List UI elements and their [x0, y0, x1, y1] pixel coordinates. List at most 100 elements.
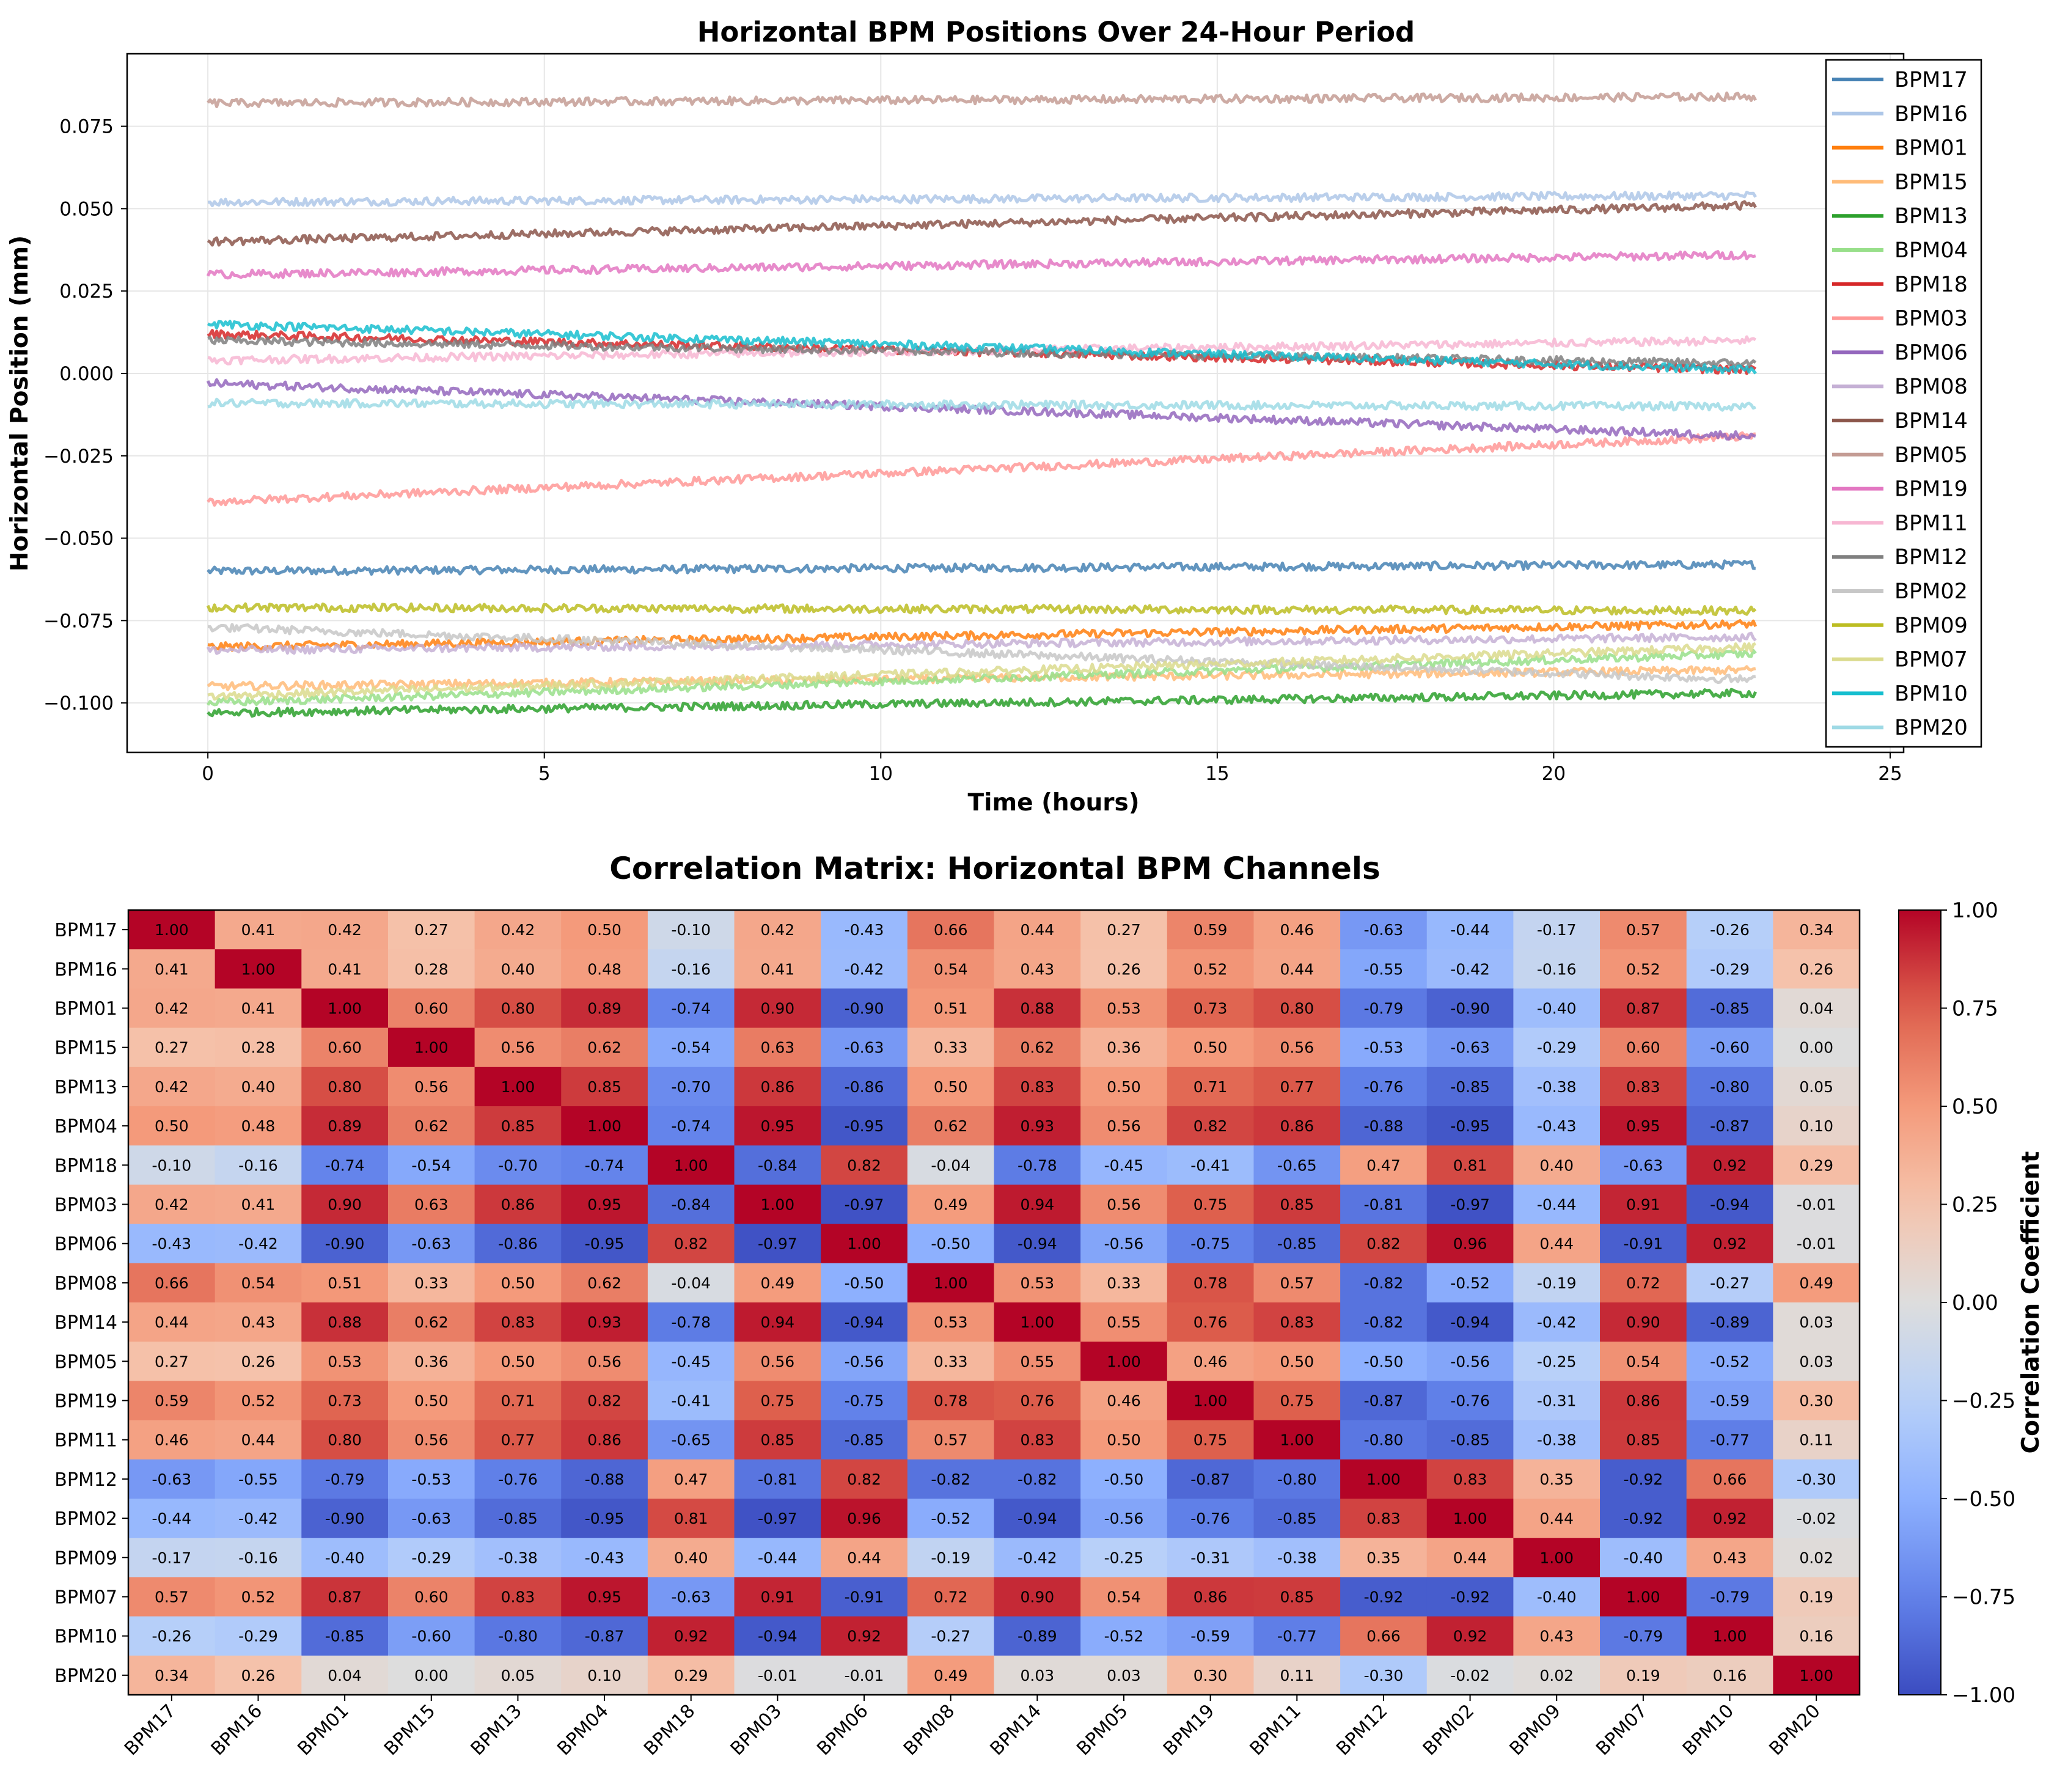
- heatmap-cell-value: 0.90: [1020, 1588, 1054, 1606]
- heatmap-cell: [647, 1538, 735, 1577]
- heatmap-cell: [1340, 1145, 1428, 1185]
- heatmap-cell-value: -0.30: [1797, 1471, 1836, 1488]
- legend-label-bpm10: BPM10: [1894, 681, 1968, 706]
- heatmap-cell: [561, 988, 648, 1029]
- heatmap-cell-value: 1.00: [674, 1156, 708, 1174]
- heatmap-cell-value: -0.50: [1364, 1353, 1404, 1370]
- series-line-bpm12: [207, 335, 1757, 369]
- heatmap-cell: [1080, 1106, 1168, 1146]
- heatmap-cell-value: 0.62: [1020, 1039, 1054, 1057]
- heatmap-cell: [301, 1420, 389, 1460]
- heatmap-cell: [215, 949, 302, 989]
- heatmap-cell-value: 0.44: [847, 1549, 881, 1566]
- heatmap-cell-value: 0.57: [1626, 921, 1660, 939]
- heatmap-cell-value: 0.80: [501, 1000, 535, 1018]
- heatmap-cell-value: 0.28: [241, 1039, 276, 1057]
- heatmap-cell-value: -0.63: [411, 1510, 451, 1527]
- heatmap-cell-value: -0.60: [411, 1628, 451, 1645]
- heatmap-cell: [561, 1224, 648, 1264]
- heatmap-cell-value: -0.59: [1190, 1628, 1230, 1645]
- heatmap-cell: [1253, 1224, 1341, 1264]
- colorbar-tick-label: −0.50: [1952, 1487, 2015, 1511]
- heatmap-cell-value: 0.47: [1366, 1156, 1401, 1174]
- heatmap-cell: [1167, 1145, 1255, 1185]
- heatmap-cell-value: 0.03: [1107, 1667, 1141, 1684]
- heatmap-cell: [387, 1499, 475, 1538]
- heatmap-row-label: BPM04: [54, 1116, 117, 1137]
- heatmap-cell: [474, 1302, 562, 1342]
- heatmap-cell: [1773, 1067, 1860, 1107]
- heatmap-cell-value: -0.92: [1624, 1510, 1663, 1527]
- heatmap-cell-value: -0.54: [671, 1039, 711, 1057]
- heatmap-col-label: BPM16: [207, 1700, 266, 1760]
- heatmap-cell-value: 0.29: [1799, 1156, 1833, 1174]
- heatmap-cell: [1340, 1381, 1428, 1421]
- heatmap-cell-value: -0.38: [1277, 1549, 1317, 1566]
- heatmap-cell: [1080, 1420, 1168, 1460]
- legend: BPM17 BPM16 BPM01 BPM15 BPM13 BPM04 BPM18 BPM03…: [1825, 59, 1982, 748]
- heatmap-cell: [821, 1067, 908, 1107]
- heatmap-cell: [821, 1263, 908, 1303]
- heatmap-cell-value: 0.02: [1799, 1549, 1833, 1566]
- heatmap-cell: [994, 1342, 1081, 1381]
- heatmap-cell: [1600, 1106, 1687, 1146]
- series-line-bpm14: [207, 200, 1757, 247]
- heatmap-cell: [1080, 1577, 1168, 1617]
- heatmap-cell: [994, 1302, 1081, 1342]
- heatmap-cell: [994, 1616, 1081, 1656]
- legend-label-bpm18: BPM18: [1894, 273, 1968, 297]
- heatmap-cell-value: 0.53: [1020, 1274, 1054, 1292]
- heatmap-cell-value: 0.50: [1107, 1431, 1141, 1449]
- heatmap-cell-value: 1.00: [328, 1000, 362, 1018]
- heatmap-cell-value: 0.78: [934, 1392, 968, 1410]
- heatmap-cell: [1253, 1381, 1341, 1421]
- heatmap-cell: [387, 1381, 475, 1421]
- heatmap-cell-value: 0.50: [934, 1078, 968, 1096]
- heatmap-cell: [128, 1027, 216, 1068]
- heatmap-cell-value: 0.42: [761, 921, 795, 939]
- heatmap-cell-value: 0.81: [674, 1510, 708, 1527]
- heatmap-cell-value: 0.55: [1020, 1353, 1054, 1370]
- heatmap-cell-value: 0.33: [414, 1274, 449, 1292]
- heatmap-cell: [1253, 949, 1341, 989]
- heatmap-cell-value: 0.05: [1799, 1078, 1833, 1096]
- heatmap-cell: [474, 1381, 562, 1421]
- heatmap-cell: [1686, 1616, 1773, 1656]
- heatmap-cell-value: -0.78: [1018, 1156, 1057, 1174]
- heatmap-cell-value: -0.80: [1364, 1431, 1404, 1449]
- heatmap-cell-value: -0.52: [1710, 1353, 1750, 1370]
- heatmap-cell: [1340, 1342, 1428, 1381]
- heatmap-cell-value: 0.73: [1194, 1000, 1228, 1018]
- heatmap-cell: [474, 1538, 562, 1577]
- heatmap-cell: [474, 1224, 562, 1264]
- heatmap-cell: [1167, 1420, 1255, 1460]
- legend-label-bpm19: BPM19: [1894, 477, 1968, 502]
- heatmap-cell: [1167, 1106, 1255, 1146]
- heatmap-cell-value: -0.95: [845, 1117, 884, 1135]
- heatmap-cell: [1167, 1459, 1255, 1499]
- heatmap-cell: [561, 1342, 648, 1381]
- heatmap-cell: [1600, 1577, 1687, 1617]
- heatmap-cell-value: 0.85: [587, 1078, 622, 1096]
- heatmap-cell: [474, 949, 562, 989]
- heatmap-cell: [994, 1145, 1081, 1185]
- heatmap-cell: [994, 1224, 1081, 1264]
- heatmap-cell-value: -0.84: [758, 1156, 798, 1174]
- heatmap-cell: [301, 1184, 389, 1225]
- heatmap-cell: [1167, 1184, 1255, 1225]
- heatmap-cell-value: 0.27: [1107, 921, 1141, 939]
- heatmap-cell-value: 0.82: [674, 1235, 708, 1253]
- heatmap-cell-value: -0.82: [1364, 1274, 1404, 1292]
- x-tick-label: 5: [538, 763, 551, 785]
- heatmap-col-label: BPM08: [900, 1700, 959, 1760]
- heatmap-cell: [1080, 1067, 1168, 1107]
- heatmap-cell-value: -0.74: [325, 1156, 365, 1174]
- heatmap-cell-value: -0.16: [238, 1549, 278, 1566]
- heatmap-cell-value: 0.50: [501, 1274, 535, 1292]
- heatmap-cell-value: 0.96: [847, 1510, 881, 1527]
- heatmap-cell: [1426, 1381, 1514, 1421]
- heatmap-cell: [1340, 1420, 1428, 1460]
- heatmap-cell: [1340, 1224, 1428, 1264]
- heatmap-cell: [561, 1655, 648, 1695]
- heatmap-row-label: BPM03: [54, 1195, 117, 1216]
